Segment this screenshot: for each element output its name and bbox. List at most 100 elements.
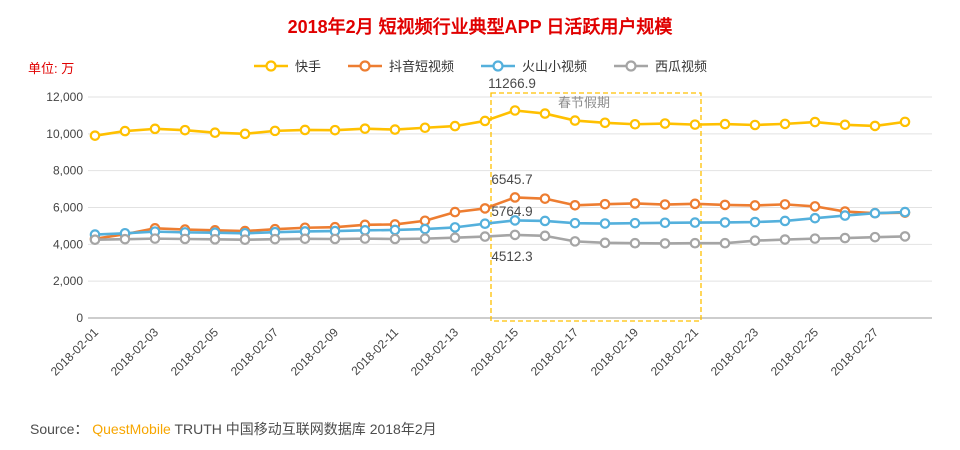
data-point-xigua	[689, 237, 701, 249]
data-point-huoshan	[449, 222, 461, 233]
data-point-kuaishou	[119, 125, 131, 137]
data-point-huoshan	[779, 215, 791, 227]
data-point-xigua	[809, 233, 821, 244]
data-point-kuaishou	[659, 118, 671, 129]
x-axis-label: 2018-02-15	[468, 325, 522, 379]
data-point-douyin	[719, 199, 731, 211]
unit-label: 单位: 万	[28, 61, 75, 76]
legend-label-kuaishou: 快手	[294, 59, 321, 74]
data-point-kuaishou	[809, 116, 821, 128]
x-axis-label: 2018-02-11	[348, 325, 401, 378]
data-point-huoshan	[629, 217, 641, 229]
data-point-kuaishou	[359, 123, 371, 134]
legend-item-huoshan: 火山小视频	[480, 56, 587, 75]
data-point-kuaishou	[599, 117, 611, 129]
source-line: Source： QuestMobile TRUTH 中国移动互联网数据库 201…	[30, 419, 437, 439]
data-point-xigua	[749, 235, 761, 246]
series-line-kuaishou	[93, 109, 907, 137]
data-point-xigua	[539, 230, 551, 242]
data-point-huoshan	[659, 217, 671, 229]
data-point-xigua	[839, 232, 851, 244]
data-point-huoshan	[899, 206, 911, 218]
data-point-kuaishou	[149, 123, 161, 135]
data-point-kuaishou	[719, 118, 731, 130]
series-line-douyin	[93, 196, 907, 241]
data-point-kuaishou	[449, 120, 461, 132]
source-prefix: Source：	[30, 421, 93, 437]
data-point-douyin	[749, 200, 761, 211]
data-point-kuaishou	[299, 124, 311, 136]
annotation-4512.3: 4512.3	[491, 249, 532, 264]
legend-item-xigua: 西瓜视频	[613, 56, 707, 75]
x-axis-label: 2018-02-05	[168, 325, 222, 379]
x-axis-label: 2018-02-23	[708, 325, 762, 379]
x-axis-label: 2018-02-19	[588, 325, 642, 379]
line-chart: 0 2,000 4,000 6,000 8,000 10,000 12,000 2018-02…	[46, 76, 932, 379]
series-markers-xigua	[89, 229, 911, 249]
data-point-douyin	[539, 193, 551, 204]
data-point-huoshan	[719, 217, 731, 228]
data-point-kuaishou	[239, 128, 251, 140]
legend: 快手 抖音短视频 火山小视频 西瓜视频	[0, 56, 960, 75]
series-line-huoshan	[93, 210, 907, 236]
legend-label-douyin: 抖音短视频	[388, 59, 454, 74]
data-point-xigua	[419, 233, 431, 244]
legend-marker-douyin	[347, 59, 382, 72]
data-point-xigua	[269, 233, 281, 245]
data-point-kuaishou	[389, 124, 401, 135]
data-point-huoshan	[479, 218, 491, 230]
data-point-douyin	[689, 198, 701, 210]
data-point-xigua	[179, 233, 191, 245]
data-point-kuaishou	[179, 124, 191, 136]
y-axis-label: 0	[76, 311, 83, 325]
chart-title: 2018年2月 短视频行业典型APP 日活跃用户规模	[287, 17, 673, 37]
data-point-kuaishou	[539, 108, 551, 119]
data-point-xigua	[239, 234, 251, 246]
series-markers-kuaishou	[89, 105, 911, 141]
data-point-huoshan	[359, 225, 371, 236]
y-axis-label: 12,000	[46, 90, 83, 104]
x-axis-label: 2018-02-25	[768, 325, 822, 379]
x-axis-label: 2018-02-03	[108, 325, 162, 379]
data-point-xigua	[779, 234, 791, 245]
data-point-kuaishou	[269, 125, 281, 137]
data-point-xigua	[329, 233, 341, 245]
data-point-xigua	[449, 232, 461, 244]
y-axis-label: 4,000	[53, 237, 83, 251]
data-point-huoshan	[809, 212, 821, 224]
data-point-xigua	[89, 234, 101, 246]
data-point-xigua	[359, 233, 371, 244]
x-axis-label: 2018-02-21	[648, 325, 702, 379]
x-axis-label: 2018-02-13	[408, 325, 462, 379]
legend-item-kuaishou: 快手	[253, 56, 321, 75]
data-point-douyin	[509, 192, 521, 203]
data-point-douyin	[599, 198, 611, 210]
data-point-xigua	[149, 233, 161, 244]
annotation-5764.9: 5764.9	[491, 204, 532, 219]
x-axis-label: 2018-02-09	[288, 325, 342, 379]
data-point-kuaishou	[899, 116, 911, 128]
legend-marker-huoshan	[481, 59, 515, 72]
data-point-douyin	[809, 201, 821, 212]
data-point-kuaishou	[209, 127, 221, 139]
data-point-xigua	[869, 231, 881, 243]
data-point-kuaishou	[749, 119, 761, 131]
data-point-kuaishou	[329, 124, 341, 136]
data-point-douyin	[569, 199, 581, 211]
y-axis-label: 10,000	[46, 127, 83, 141]
data-point-huoshan	[539, 215, 551, 227]
x-axis-label: 2018-02-27	[828, 325, 882, 379]
source-brand: QuestMobile	[92, 421, 171, 437]
data-point-xigua	[209, 234, 221, 245]
annotation-6545.7: 6545.7	[491, 172, 532, 187]
holiday-band-label: 春节假期	[558, 95, 610, 110]
data-point-xigua	[509, 229, 521, 241]
data-point-douyin	[449, 206, 461, 218]
data-point-kuaishou	[629, 118, 641, 130]
data-point-huoshan	[689, 217, 701, 228]
data-point-xigua	[899, 231, 911, 242]
data-point-huoshan	[569, 217, 581, 229]
data-point-douyin	[419, 215, 431, 227]
x-axis-label: 2018-02-01	[48, 325, 102, 379]
data-point-douyin	[659, 199, 671, 210]
